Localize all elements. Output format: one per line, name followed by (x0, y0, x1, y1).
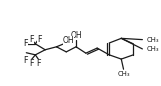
Text: CH₃: CH₃ (147, 46, 160, 52)
Text: F: F (37, 35, 41, 44)
Text: OH: OH (63, 36, 74, 45)
Text: F: F (29, 35, 34, 44)
Text: F: F (29, 59, 34, 68)
Text: F: F (36, 59, 41, 68)
Text: F: F (23, 56, 28, 65)
Text: F: F (23, 39, 28, 48)
Text: CH₃: CH₃ (117, 71, 130, 77)
Text: OH: OH (70, 31, 82, 40)
Text: CH₃: CH₃ (147, 37, 160, 43)
